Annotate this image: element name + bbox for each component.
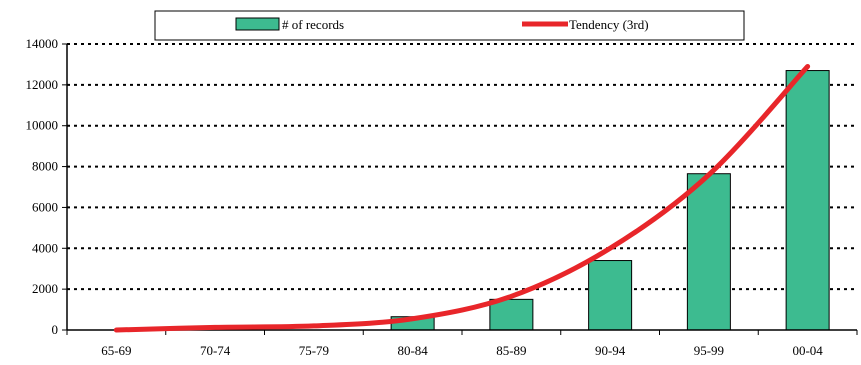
x-tick-label: 70-74 <box>200 343 231 358</box>
x-tick-label: 65-69 <box>101 343 131 358</box>
legend-label-records: # of records <box>282 17 344 32</box>
y-tick-labels: 0 2000 4000 6000 8000 10000 12000 14000 <box>26 36 59 337</box>
legend-swatch-bar <box>235 17 280 31</box>
legend-label-tendency: Tendency (3rd) <box>569 17 649 32</box>
y-tick-label: 0 <box>52 322 59 337</box>
x-tick-label: 80-84 <box>397 343 428 358</box>
y-tick-label: 8000 <box>32 159 58 174</box>
x-tick-label: 90-94 <box>595 343 626 358</box>
bar <box>785 70 830 331</box>
y-tick-label: 2000 <box>32 281 58 296</box>
bars <box>390 70 830 331</box>
trend-line <box>113 63 811 333</box>
x-tick-labels: 65-69 70-74 75-79 80-84 85-89 90-94 95-99 00-04 <box>101 343 823 358</box>
x-tick-label: 75-79 <box>299 343 329 358</box>
y-tick-label: 6000 <box>32 199 58 214</box>
grid-lines <box>62 43 857 331</box>
x-tick-label: 00-04 <box>792 343 823 358</box>
bar <box>686 173 731 331</box>
trend-line-group <box>113 63 811 333</box>
x-tick-label: 85-89 <box>496 343 526 358</box>
legend: # of records Tendency (3rd) <box>154 10 745 41</box>
y-tick-label: 12000 <box>26 77 59 92</box>
y-tick-label: 14000 <box>26 36 59 51</box>
bar <box>588 260 633 331</box>
bar <box>489 298 534 331</box>
y-tick-label: 10000 <box>26 118 59 133</box>
y-tick-label: 4000 <box>32 240 58 255</box>
x-tick-label: 95-99 <box>694 343 724 358</box>
axes <box>66 44 858 335</box>
